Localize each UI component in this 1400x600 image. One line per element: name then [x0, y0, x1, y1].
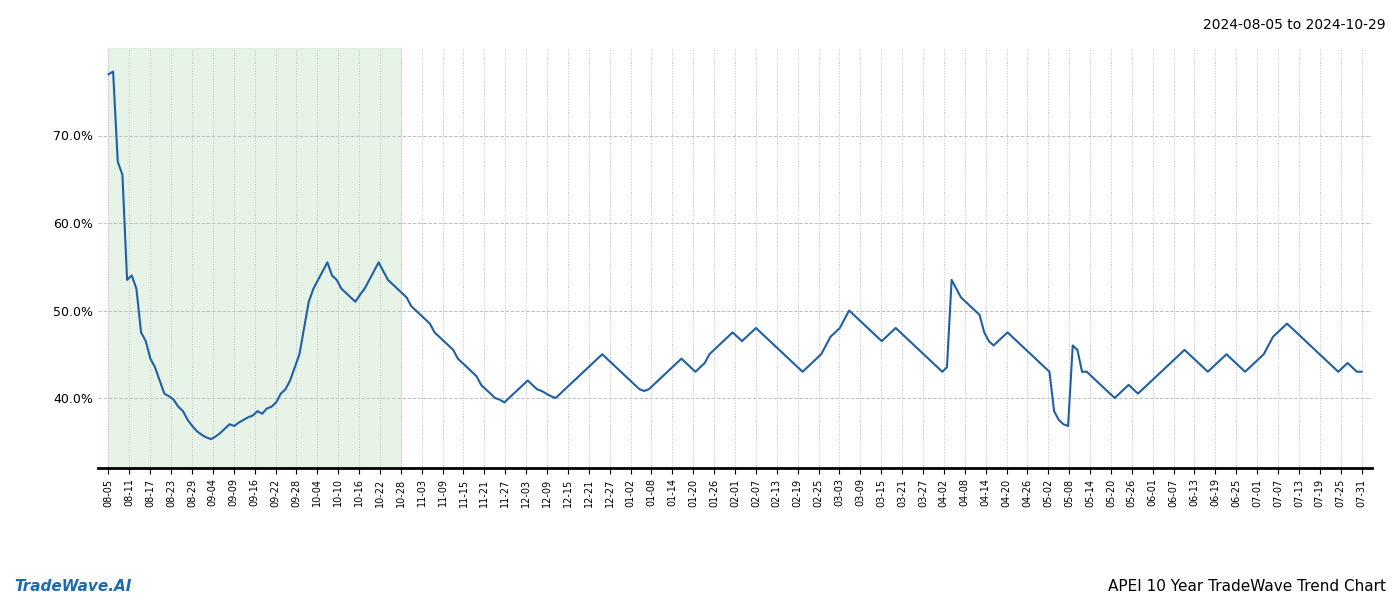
Text: 2024-08-05 to 2024-10-29: 2024-08-05 to 2024-10-29 — [1204, 18, 1386, 32]
Bar — [108, 48, 400, 468]
Text: APEI 10 Year TradeWave Trend Chart: APEI 10 Year TradeWave Trend Chart — [1107, 579, 1386, 594]
Text: TradeWave.AI: TradeWave.AI — [14, 579, 132, 594]
